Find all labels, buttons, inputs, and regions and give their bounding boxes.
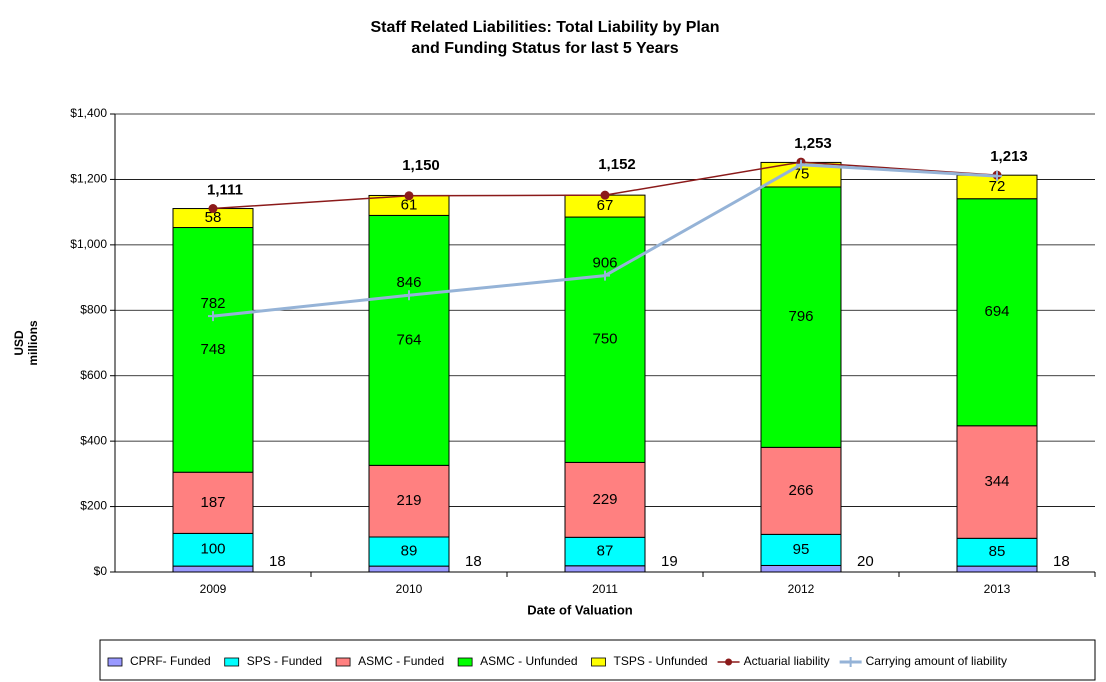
legend-swatch xyxy=(335,657,351,667)
bar-segment xyxy=(956,198,1038,427)
legend-swatch xyxy=(725,658,733,666)
marker xyxy=(796,159,806,170)
legend-label: Carrying amount of liability xyxy=(866,654,1007,668)
bar-segment xyxy=(956,537,1038,567)
y-tick-label: $200 xyxy=(80,499,107,513)
bar-segment xyxy=(172,565,254,573)
bar-segment xyxy=(368,464,450,538)
marker xyxy=(404,191,414,201)
data-label: 796 xyxy=(788,308,813,325)
bar-segment xyxy=(172,471,254,534)
bar-segment xyxy=(760,564,842,573)
data-label: 229 xyxy=(592,491,617,508)
y-tick-label: $400 xyxy=(80,433,107,447)
bar-segment xyxy=(172,532,254,567)
data-label: 187 xyxy=(200,494,225,511)
chart-title: and Funding Status for last 5 Years xyxy=(411,40,678,57)
legend-swatch xyxy=(224,657,240,667)
legend-swatch xyxy=(845,657,856,667)
data-label: 100 xyxy=(200,541,225,558)
bar-segment xyxy=(956,425,1038,539)
y-axis-label: USD xyxy=(12,330,26,356)
data-label: 694 xyxy=(984,303,1009,320)
bar-segment xyxy=(564,565,646,573)
legend-label: ASMC - Funded xyxy=(358,654,444,668)
x-tick-label: 2010 xyxy=(396,582,423,596)
chart-title: Staff Related Liabilities: Total Liabili… xyxy=(370,19,719,36)
data-label: 20 xyxy=(857,553,874,570)
data-label: 87 xyxy=(597,543,614,560)
bar-segment xyxy=(760,186,842,448)
marker xyxy=(208,204,218,214)
data-label: 89 xyxy=(401,543,418,560)
bar-segment xyxy=(760,446,842,535)
bar-segment xyxy=(368,214,450,466)
legend-swatch xyxy=(591,657,606,667)
data-label: 1,152 xyxy=(598,156,636,173)
marker xyxy=(600,270,610,281)
x-tick-label: 2011 xyxy=(592,582,618,596)
data-label: 75 xyxy=(793,166,810,183)
marker xyxy=(992,171,1002,182)
y-tick-label: $800 xyxy=(80,302,107,316)
data-label: 58 xyxy=(205,209,222,226)
data-label: 18 xyxy=(465,553,482,570)
bar-segment xyxy=(760,533,842,566)
data-label: 750 xyxy=(592,331,617,348)
bar-segment xyxy=(172,227,254,473)
legend-label: TSPS - Unfunded xyxy=(614,654,708,668)
x-axis-label: Date of Valuation xyxy=(527,602,633,617)
data-label: 1,253 xyxy=(794,135,832,152)
legend-box xyxy=(99,639,1096,681)
y-tick-label: $600 xyxy=(80,368,107,382)
data-label: 764 xyxy=(396,331,421,348)
data-label: 782 xyxy=(200,295,225,312)
data-label: 748 xyxy=(200,341,225,358)
data-label: 18 xyxy=(1053,553,1070,570)
legend-label: SPS - Funded xyxy=(247,654,322,668)
data-label: 67 xyxy=(597,197,614,214)
bar-segment xyxy=(956,565,1038,573)
y-tick-label: $1,000 xyxy=(70,237,107,251)
data-label: 906 xyxy=(592,255,617,272)
marker xyxy=(208,311,218,322)
x-tick-label: 2012 xyxy=(788,582,815,596)
data-label: 266 xyxy=(788,482,813,499)
data-label: 18 xyxy=(269,553,286,570)
data-label: 19 xyxy=(661,553,678,570)
marker xyxy=(600,190,610,200)
bar-segment xyxy=(564,216,646,463)
legend-label: ASMC - Unfunded xyxy=(480,654,577,668)
data-label: 61 xyxy=(401,196,418,213)
y-axis-label: millions xyxy=(26,320,40,366)
legend-swatch xyxy=(107,657,123,667)
data-label: 72 xyxy=(989,178,1006,195)
data-label: 846 xyxy=(396,274,421,291)
x-tick-label: 2013 xyxy=(984,582,1011,596)
data-label: 95 xyxy=(793,541,810,558)
data-label: 1,111 xyxy=(207,182,243,199)
marker xyxy=(404,290,414,301)
legend-swatch xyxy=(457,657,473,667)
data-label: 219 xyxy=(396,492,421,509)
bar-segment xyxy=(368,565,450,573)
y-tick-label: $0 xyxy=(94,564,108,578)
bar-segment xyxy=(564,461,646,538)
data-label: 344 xyxy=(984,473,1009,490)
bar-segment xyxy=(564,536,646,567)
x-tick-label: 2009 xyxy=(200,582,227,596)
data-label: 1,150 xyxy=(402,157,440,174)
legend-label: Actuarial liability xyxy=(744,654,830,668)
data-label: 85 xyxy=(989,543,1006,560)
y-tick-label: $1,400 xyxy=(70,106,107,120)
legend-label: CPRF- Funded xyxy=(130,654,211,668)
data-label: 1,213 xyxy=(990,148,1028,165)
y-tick-label: $1,200 xyxy=(70,172,107,186)
